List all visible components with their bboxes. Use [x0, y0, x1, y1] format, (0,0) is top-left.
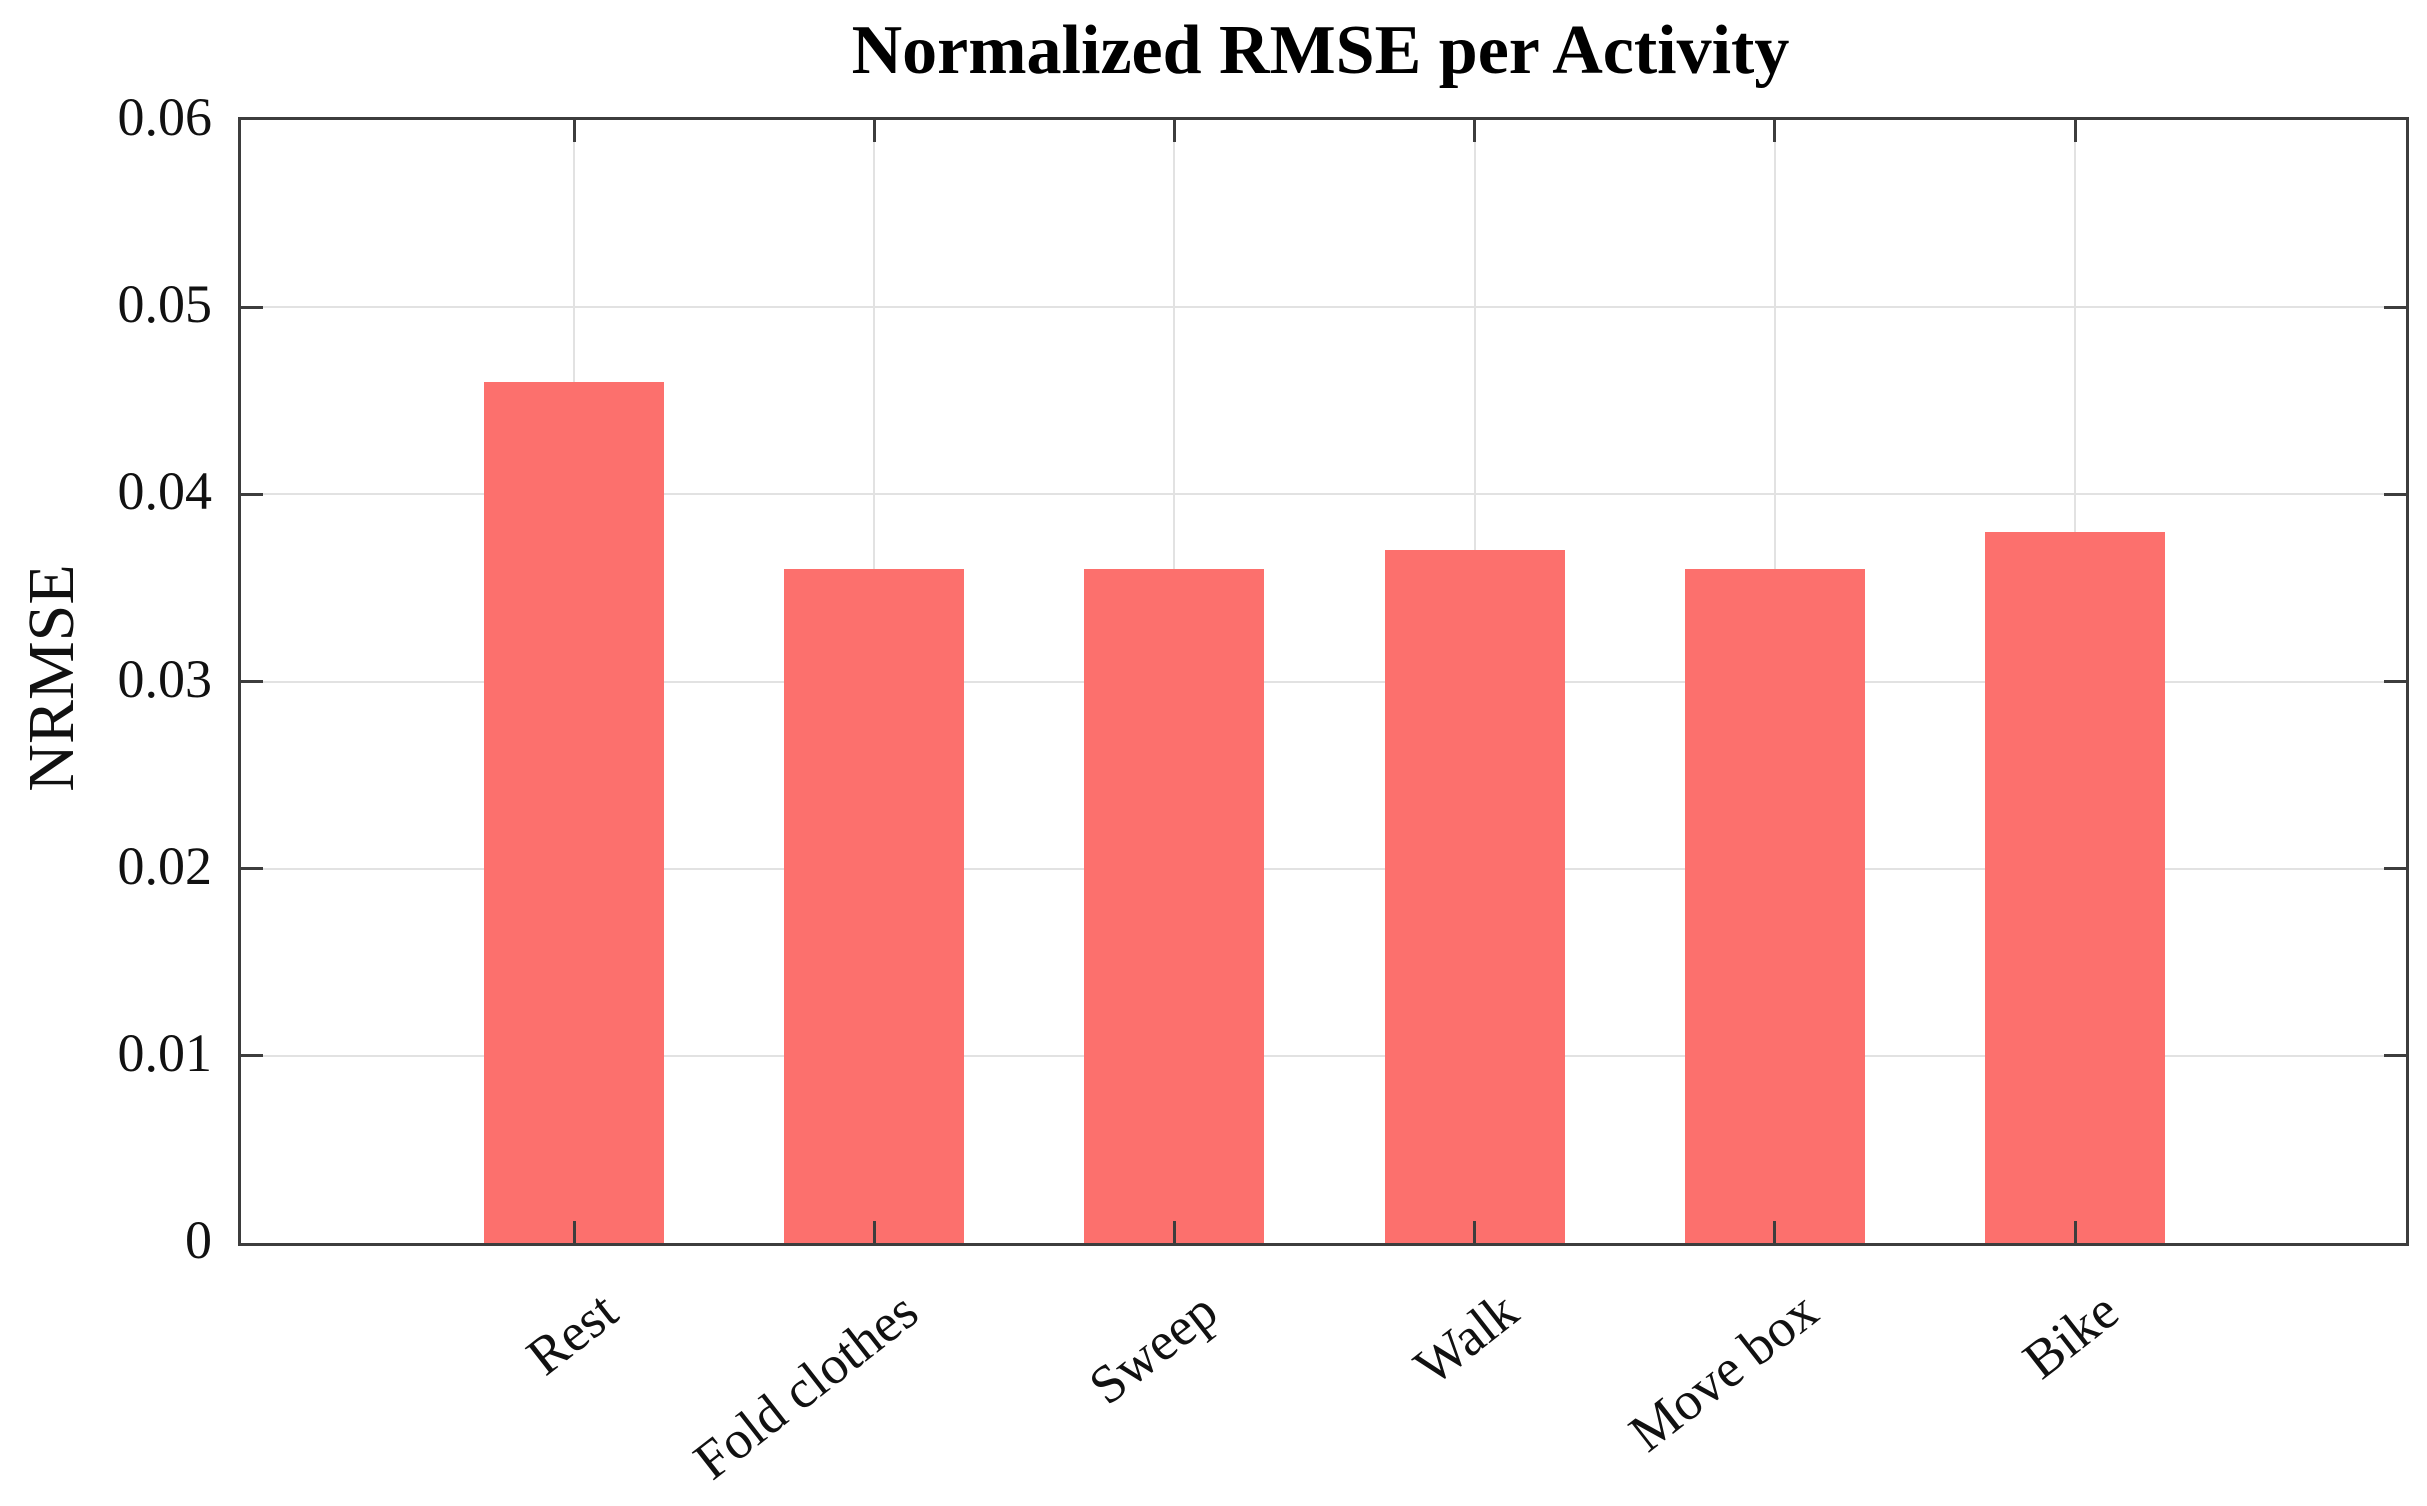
y-tick-label: 0.01 [117, 1022, 213, 1083]
bar-bike [1985, 531, 2165, 1243]
y-tick-label: 0.06 [117, 87, 213, 147]
y-tick-right [2384, 680, 2406, 683]
y-tick-left [241, 867, 263, 871]
y-tick-left [241, 492, 263, 496]
y-tick-label: 0 [185, 1210, 212, 1270]
x-tick-top [2073, 120, 2077, 142]
x-tick-bottom [2073, 1221, 2077, 1243]
gridline-horizontal [241, 867, 2406, 870]
y-tick-left [241, 305, 263, 309]
y-tick-label: 0.04 [117, 461, 213, 522]
y-tick-right [2384, 492, 2406, 496]
x-tick-top [1172, 120, 1176, 142]
y-tick-label: 0.02 [117, 835, 213, 896]
x-tick-top [872, 120, 876, 142]
bar-rest [484, 382, 664, 1243]
bar-move-box [1684, 569, 1865, 1243]
gridline-horizontal [241, 306, 2406, 309]
x-tick-label: Bike [2012, 1280, 2130, 1391]
x-tick-top [572, 120, 576, 142]
x-tick-label: Rest [515, 1280, 629, 1387]
bar-walk [1384, 550, 1565, 1243]
x-tick-label: Sweep [1078, 1280, 1229, 1417]
x-tick-bottom [1473, 1221, 1477, 1243]
y-tick-right [2384, 867, 2406, 871]
y-tick-label: 0.05 [117, 274, 213, 335]
gridline-horizontal [241, 1054, 2406, 1057]
x-tick-bottom [872, 1221, 876, 1243]
bar-fold-clothes [784, 569, 965, 1243]
y-tick-right [2384, 305, 2406, 309]
x-tick-bottom [1773, 1221, 1777, 1243]
chart-title: Normalized RMSE per Activity [851, 12, 1790, 89]
x-tick-label: Fold clothes [682, 1280, 929, 1491]
y-tick-label: 0.03 [117, 648, 213, 709]
gridline-horizontal [241, 493, 2406, 496]
y-tick-right [2384, 1054, 2406, 1058]
y-tick-left [241, 680, 263, 683]
x-tick-bottom [572, 1221, 576, 1243]
plot-area [238, 117, 2409, 1246]
x-tick-top [1473, 120, 1477, 142]
x-tick-label: Move box [1618, 1280, 1830, 1464]
y-tick-left [241, 1054, 263, 1058]
gridline-horizontal [241, 680, 2406, 683]
x-tick-bottom [1172, 1221, 1176, 1243]
bar-sweep [1084, 569, 1265, 1243]
x-tick-label: Walk [1403, 1280, 1529, 1397]
x-tick-top [1773, 120, 1777, 142]
